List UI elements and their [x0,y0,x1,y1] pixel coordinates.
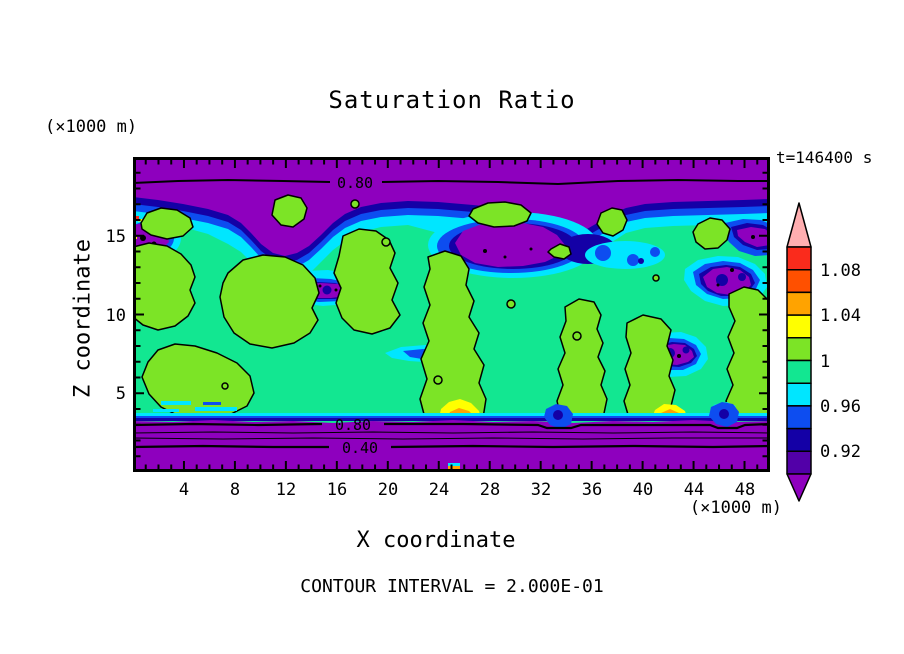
chart-title: Saturation Ratio [328,86,576,114]
x-axis-title: X coordinate [356,528,516,553]
x-tick-label: 48 [734,480,756,500]
time-stamp-label: t=146400 s [776,148,873,167]
y-tick-label: 10 [105,306,126,326]
upper-band [133,157,770,285]
contour-interval-note: CONTOUR INTERVAL = 2.000E-01 [300,576,604,597]
colorbar-label: 1.04 [820,306,861,326]
x-tick-label: 44 [683,480,705,500]
colorbar-label: 1.08 [820,261,861,281]
colorbar-label: 0.92 [820,442,861,462]
saturated-islands [133,194,770,419]
x-tick-label: 24 [428,480,450,500]
colorbar [786,202,812,502]
colorbar-up-arrow [786,202,812,248]
contour-value-label: 0.40 [342,439,378,457]
colorbar-segments [786,246,812,475]
x-tick-label: 12 [275,480,297,500]
contour-plot: 0.80 0.80 0.40 [133,157,770,472]
x-tick-label: 8 [229,480,241,500]
contour-value-label: 0.80 [335,416,371,434]
y-tick-label: 15 [105,227,126,247]
colorbar-label: 1 [820,352,831,372]
x-axis-units-label: (×1000 m) [689,498,782,518]
plot-frame [133,157,770,472]
central-dry-pool [428,212,665,278]
x-tick-label: 4 [178,480,190,500]
x-tick-label: 16 [326,480,348,500]
colorbar-down-arrow [786,473,812,502]
colorbar-label: 0.96 [820,397,861,417]
x-tick-label: 20 [377,480,399,500]
contour-value-label: 0.80 [337,174,373,192]
y-axis-units-label: (×1000 m) [45,117,138,137]
contour-lines [133,178,770,449]
x-tick-label: 32 [530,480,552,500]
y-tick-label: 5 [115,384,126,404]
x-tick-label: 40 [632,480,654,500]
x-tick-label: 36 [581,480,603,500]
x-tick-label: 28 [479,480,501,500]
